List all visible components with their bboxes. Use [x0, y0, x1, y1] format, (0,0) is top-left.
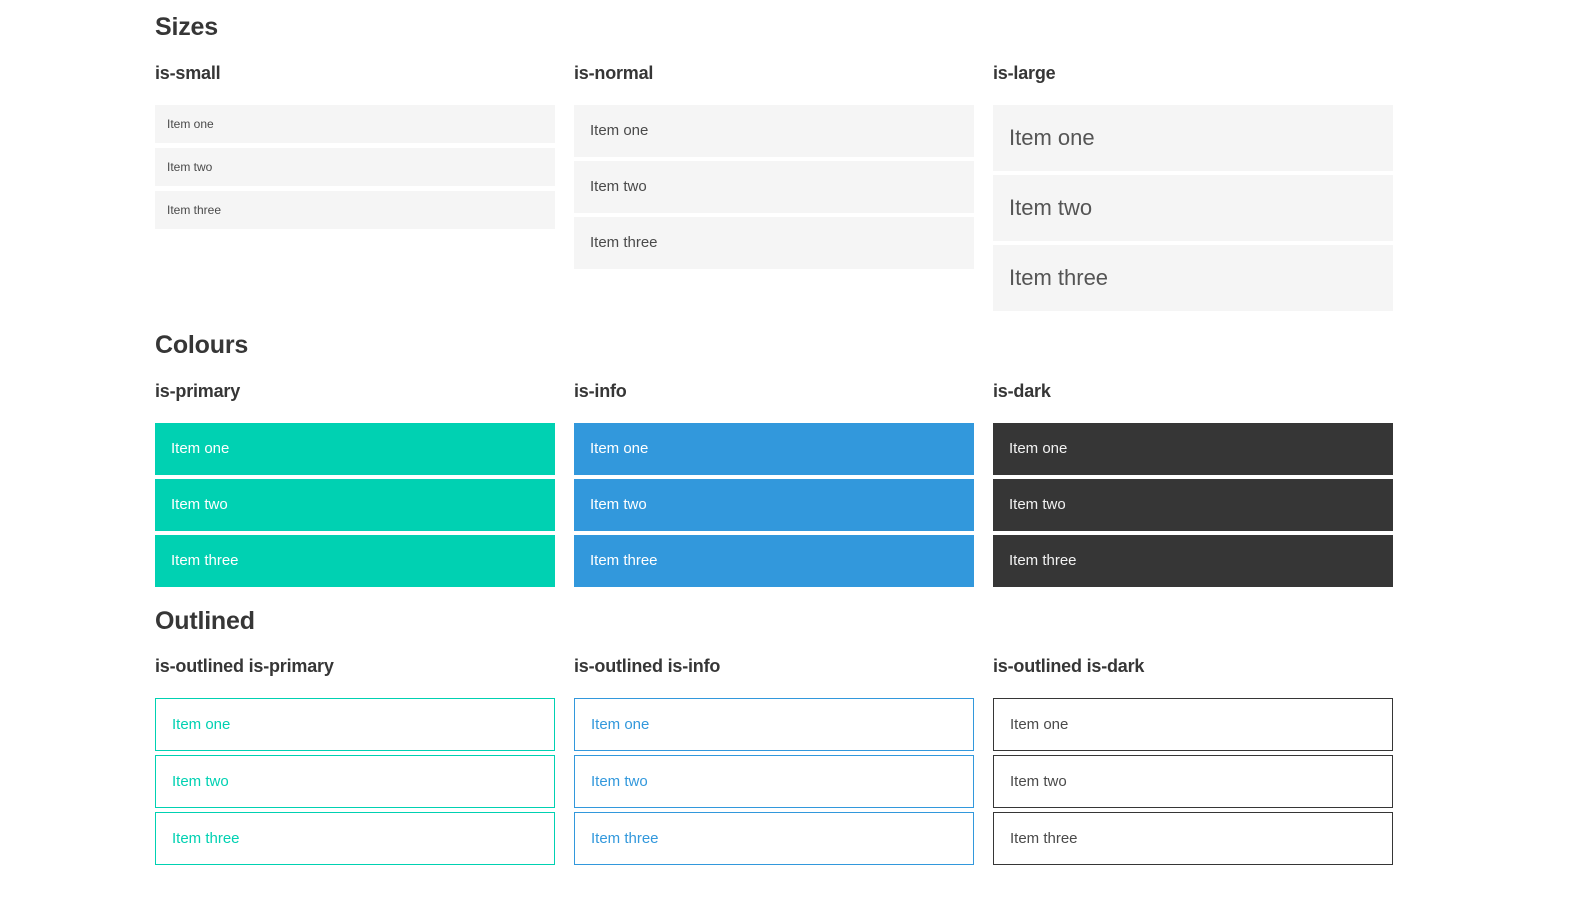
list-item[interactable]: Item one	[993, 422, 1393, 475]
list-item[interactable]: Item two	[993, 174, 1393, 241]
outlined-columns: is-outlined is-primary Item one Item two…	[155, 657, 1395, 869]
list-is-primary: Item one Item two Item three	[155, 422, 555, 587]
demo-column-outlined-dark: is-outlined is-dark Item one Item two It…	[993, 657, 1393, 869]
list-outlined-dark: Item one Item two Item three	[993, 698, 1393, 866]
list-item[interactable]: Item three	[155, 812, 555, 866]
demo-column-is-large: is-large Item one Item two Item three	[993, 64, 1393, 315]
list-item[interactable]: Item three	[574, 534, 974, 587]
list-item[interactable]: Item two	[993, 478, 1393, 531]
list-item[interactable]: Item two	[155, 478, 555, 531]
demo-column-is-dark: is-dark Item one Item two Item three	[993, 382, 1393, 591]
demo-column-is-small: is-small Item one Item two Item three	[155, 64, 555, 234]
list-item[interactable]: Item two	[574, 478, 974, 531]
group-label-is-normal: is-normal	[574, 62, 654, 83]
list-item[interactable]: Item one	[574, 422, 974, 475]
group-label-is-primary: is-primary	[155, 380, 241, 401]
group-label-is-info: is-info	[574, 380, 627, 401]
demo-column-is-normal: is-normal Item one Item two Item three	[574, 64, 974, 273]
list-outlined-info: Item one Item two Item three	[574, 698, 974, 866]
list-item[interactable]: Item three	[155, 534, 555, 587]
list-item[interactable]: Item one	[155, 698, 555, 752]
group-label-outlined-info: is-outlined is-info	[574, 656, 721, 677]
section-sizes: Sizes is-small Item one Item two Item th…	[155, 13, 1395, 315]
list-item[interactable]: Item two	[155, 147, 555, 186]
group-label-outlined-dark: is-outlined is-dark	[993, 656, 1145, 677]
group-label-is-dark: is-dark	[993, 380, 1051, 401]
list-is-small: Item one Item two Item three	[155, 104, 555, 229]
demo-column-outlined-primary: is-outlined is-primary Item one Item two…	[155, 657, 555, 869]
group-label-outlined-primary: is-outlined is-primary	[155, 656, 334, 677]
list-is-normal: Item one Item two Item three	[574, 104, 974, 269]
list-item[interactable]: Item two	[155, 755, 555, 809]
list-is-info: Item one Item two Item three	[574, 422, 974, 587]
list-item[interactable]: Item three	[574, 216, 974, 269]
list-item[interactable]: Item one	[993, 104, 1393, 171]
demo-column-outlined-info: is-outlined is-info Item one Item two It…	[574, 657, 974, 869]
group-label-is-large: is-large	[993, 62, 1056, 83]
section-title-colours: Colours	[155, 330, 249, 359]
colours-columns: is-primary Item one Item two Item three …	[155, 382, 1395, 591]
group-label-is-small: is-small	[155, 62, 221, 83]
demo-column-is-info: is-info Item one Item two Item three	[574, 382, 974, 591]
list-item[interactable]: Item three	[155, 190, 555, 229]
list-item[interactable]: Item one	[574, 104, 974, 157]
style-guide-page: Sizes is-small Item one Item two Item th…	[155, 13, 1395, 869]
list-item[interactable]: Item one	[155, 422, 555, 475]
section-title-outlined: Outlined	[155, 606, 255, 635]
sizes-columns: is-small Item one Item two Item three is…	[155, 64, 1395, 315]
list-item[interactable]: Item one	[574, 698, 974, 752]
section-title-sizes: Sizes	[155, 13, 218, 41]
list-item[interactable]: Item two	[574, 160, 974, 213]
list-item[interactable]: Item three	[993, 812, 1393, 866]
list-item[interactable]: Item three	[574, 812, 974, 866]
list-item[interactable]: Item three	[993, 244, 1393, 311]
section-colours: Colours is-primary Item one Item two Ite…	[155, 331, 1395, 591]
list-item[interactable]: Item one	[155, 104, 555, 143]
list-outlined-primary: Item one Item two Item three	[155, 698, 555, 866]
list-is-dark: Item one Item two Item three	[993, 422, 1393, 587]
section-outlined: Outlined is-outlined is-primary Item one…	[155, 607, 1395, 870]
list-item[interactable]: Item two	[574, 755, 974, 809]
list-item[interactable]: Item one	[993, 698, 1393, 752]
list-item[interactable]: Item three	[993, 534, 1393, 587]
list-is-large: Item one Item two Item three	[993, 104, 1393, 311]
demo-column-is-primary: is-primary Item one Item two Item three	[155, 382, 555, 591]
list-item[interactable]: Item two	[993, 755, 1393, 809]
